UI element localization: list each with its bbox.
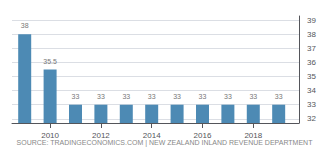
svg-text:2010: 2010 [41,130,59,140]
svg-text:2014: 2014 [142,130,161,140]
svg-text:37: 37 [307,44,316,53]
svg-text:35.5: 35.5 [43,58,57,65]
svg-text:35: 35 [307,72,316,81]
svg-text:SOURCE: TRADINGECONOMICS.COM |: SOURCE: TRADINGECONOMICS.COM | NEW ZEALA… [17,139,314,147]
svg-text:34: 34 [307,86,316,95]
svg-text:33: 33 [307,100,316,109]
svg-text:36: 36 [307,58,316,67]
svg-text:33: 33 [72,93,80,100]
svg-text:33: 33 [275,93,283,100]
svg-text:38: 38 [21,22,29,29]
svg-text:33: 33 [173,93,181,100]
svg-text:2018: 2018 [244,130,263,140]
svg-text:32: 32 [307,114,316,123]
svg-text:33: 33 [199,93,207,100]
svg-text:33: 33 [122,93,130,100]
svg-text:39: 39 [307,16,316,25]
svg-text:33: 33 [249,93,257,100]
svg-text:33: 33 [224,93,232,100]
svg-text:33: 33 [97,93,105,100]
svg-text:33: 33 [148,93,156,100]
svg-text:2016: 2016 [193,130,212,140]
svg-text:38: 38 [307,30,316,39]
svg-text:2012: 2012 [92,130,110,140]
